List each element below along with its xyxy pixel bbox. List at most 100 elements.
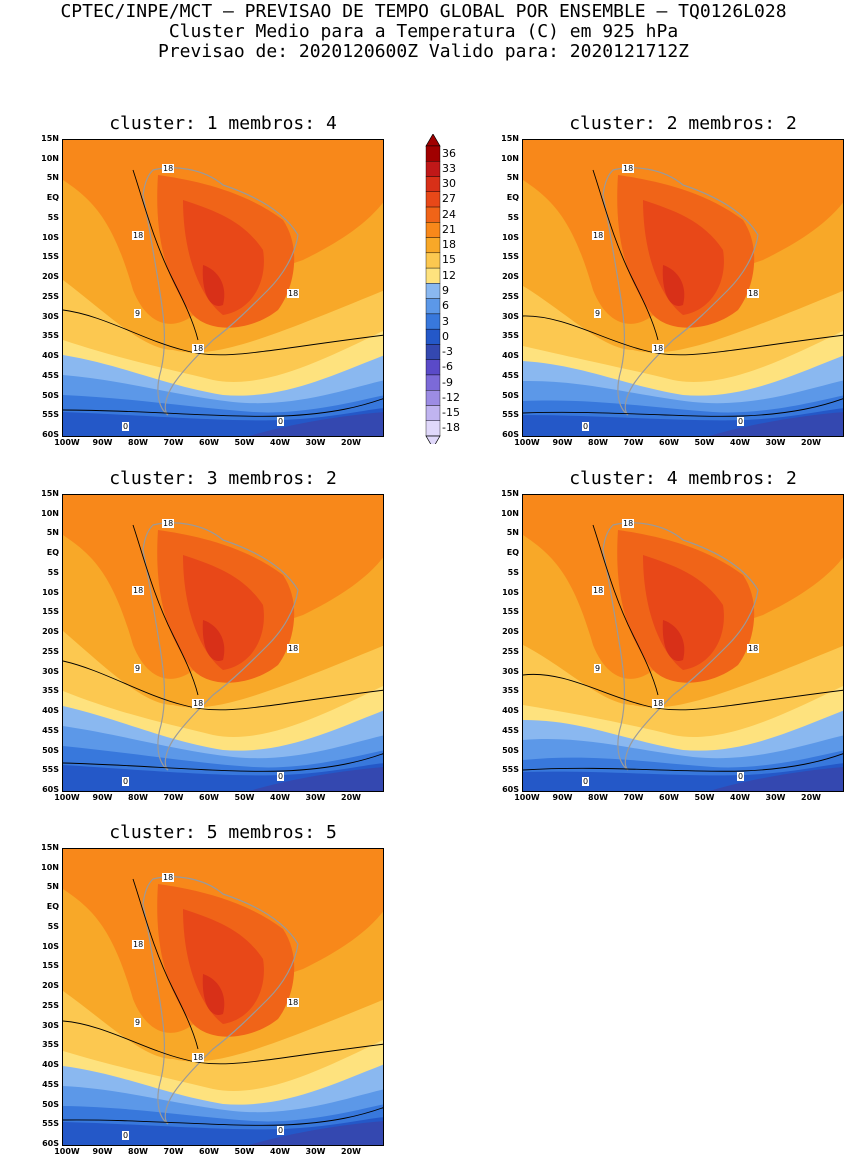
longitude-label: 90W <box>92 793 113 802</box>
temperature-band <box>709 412 843 436</box>
latitude-label: 40S <box>42 351 59 361</box>
longitude-label: 40W <box>730 438 750 447</box>
longitude-label: 50W <box>234 438 255 447</box>
longitude-label: 100W <box>54 1147 80 1156</box>
warm-core <box>183 200 264 315</box>
longitude-label: 100W <box>54 438 80 447</box>
longitude-label: 60W <box>199 438 219 447</box>
contour-line <box>63 398 383 417</box>
longitude-label: 70W <box>163 438 184 447</box>
latitude-label: 30S <box>42 666 59 676</box>
contour-line <box>592 169 659 341</box>
warm-core <box>662 265 685 306</box>
latitude-label: 45S <box>502 370 519 380</box>
latitude-label: 35S <box>502 686 519 696</box>
contour-label: 0 <box>582 422 590 431</box>
colorbar-swatch <box>425 344 441 360</box>
latitude-label: 35S <box>502 331 519 341</box>
coastline <box>602 167 759 416</box>
colorbar-swatch <box>425 206 441 223</box>
contour-label: 18 <box>287 289 300 298</box>
longitude-label: 50W <box>234 793 255 802</box>
colorbar-label: 36 <box>442 146 456 160</box>
contour-label: 18 <box>622 164 635 173</box>
longitude-label: 60W <box>199 1147 219 1156</box>
latitude-label: 35S <box>42 331 59 341</box>
longitude-label: 20W <box>341 438 361 447</box>
longitude-label: 50W <box>694 793 715 802</box>
latitude-label: 45S <box>502 725 519 735</box>
longitude-label: 70W <box>163 1147 184 1156</box>
latitude-label: 10S <box>42 232 59 242</box>
latitude-label: 15N <box>501 134 519 143</box>
contour-label: 9 <box>594 664 602 673</box>
latitude-label: 45S <box>42 370 59 380</box>
contour-label: 18 <box>287 998 300 1007</box>
colorbar-label: 18 <box>442 238 456 252</box>
colorbar-label: 9 <box>442 284 449 297</box>
longitude-label: 40W <box>270 1147 290 1156</box>
latitude-label: 40S <box>42 1060 59 1070</box>
contour-label: 0 <box>122 777 130 786</box>
latitude-label: 15N <box>41 843 59 852</box>
latitude-label: 5N <box>46 173 59 183</box>
colorbar-label: -18 <box>442 421 460 435</box>
latitude-label: 35S <box>42 686 59 696</box>
latitude-label: 5S <box>507 567 519 577</box>
contour-label: 9 <box>134 1018 142 1027</box>
contour-label: 18 <box>162 164 175 173</box>
latitude-label: 60S <box>42 430 59 439</box>
latitude-label: 25S <box>42 646 59 656</box>
contour-label: 0 <box>737 417 745 426</box>
temperature-band <box>249 767 383 791</box>
latitude-label: 5N <box>46 882 59 892</box>
colorbar-label: 3 <box>442 314 449 328</box>
header-line-3: Previsao de: 2020120600Z Valido para: 20… <box>157 41 689 62</box>
contour-label: 0 <box>737 772 745 781</box>
coastline <box>142 167 299 416</box>
colorbar-swatch <box>425 176 441 192</box>
panel-title: cluster: 1 membros: 4 <box>109 113 337 134</box>
colorbar-label: 12 <box>442 268 456 282</box>
colorbar-swatch <box>425 298 441 315</box>
colorbar-swatch <box>425 359 441 376</box>
latitude-label: 5N <box>506 528 519 538</box>
latitude-label: 20S <box>42 272 59 282</box>
latitude-label: 45S <box>42 725 59 735</box>
coastline <box>602 522 759 771</box>
latitude-label: 40S <box>502 706 519 716</box>
latitude-label: 25S <box>502 646 519 656</box>
contour-label: 18 <box>192 699 205 708</box>
colorbar-swatch <box>425 191 441 208</box>
warm-core <box>183 555 264 670</box>
latitude-label: 55S <box>502 765 519 775</box>
latitude-label: 10S <box>502 587 519 597</box>
latitude-label: 55S <box>42 1119 59 1129</box>
latitude-label: 40S <box>502 351 519 361</box>
colorbar-label: 15 <box>442 253 456 267</box>
colorbar-label: 24 <box>442 207 456 221</box>
colorbar-swatch <box>425 161 441 177</box>
latitude-label: 55S <box>42 765 59 775</box>
contour-label: 18 <box>192 344 205 353</box>
longitude-label: 20W <box>801 793 821 802</box>
contour-line <box>592 524 659 696</box>
contour-label: 18 <box>652 344 665 353</box>
latitude-label: 30S <box>502 666 519 676</box>
temperature-band <box>249 1121 383 1145</box>
contour-label: 18 <box>162 519 175 528</box>
latitude-label: 50S <box>502 745 519 755</box>
contour-label: 18 <box>592 231 605 240</box>
colorbar-swatch <box>425 420 441 437</box>
colorbar-label: -6 <box>442 360 453 374</box>
contour-line <box>63 660 383 711</box>
panel-title: cluster: 2 membros: 2 <box>569 113 797 134</box>
latitude-label: 55S <box>502 410 519 420</box>
latitude-label: 40S <box>42 706 59 716</box>
panel-title: cluster: 4 membros: 2 <box>569 468 797 489</box>
colorbar-label: -3 <box>442 345 453 359</box>
contour-line <box>63 753 383 772</box>
panel-title: cluster: 5 membros: 5 <box>109 822 337 843</box>
colorbar-swatch <box>425 374 441 391</box>
latitude-label: EQ <box>506 548 519 558</box>
